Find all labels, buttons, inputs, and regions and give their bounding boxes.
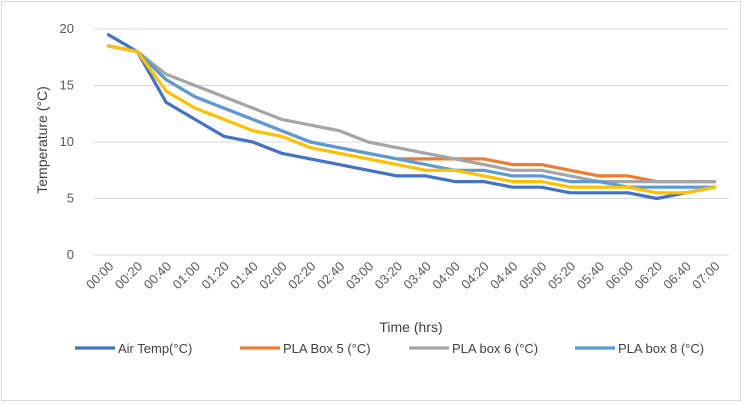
y-tick-label: 20 [60, 21, 74, 36]
y-tick-label: 15 [60, 78, 74, 93]
y-axis-ticks: 0 5 10 15 20 [60, 21, 74, 262]
x-axis-title: Time (hrs) [379, 319, 442, 335]
y-tick-label: 10 [60, 134, 74, 149]
x-tick-label: 00:40 [141, 259, 175, 293]
x-axis-ticks: 00:0000:2000:4001:0001:2001:4002:0002:20… [83, 259, 723, 293]
series-line [108, 46, 714, 193]
y-tick-label: 0 [67, 247, 74, 262]
x-tick-label: 06:40 [660, 259, 694, 293]
series-lines [108, 35, 714, 199]
x-tick-label: 06:20 [631, 259, 665, 293]
legend-label: PLA box 6 (°C) [452, 341, 538, 356]
x-tick-label: 02:40 [314, 259, 348, 293]
legend-label: Air Temp(°C) [118, 341, 192, 356]
x-tick-label: 05:00 [516, 259, 550, 293]
x-tick-label: 05:40 [574, 259, 608, 293]
x-tick-label: 04:40 [487, 259, 521, 293]
x-tick-label: 00:20 [112, 259, 146, 293]
x-tick-label: 01:00 [170, 259, 204, 293]
x-tick-label: 05:20 [545, 259, 579, 293]
x-tick-label: 02:20 [285, 259, 319, 293]
x-tick-label: 01:40 [227, 259, 261, 293]
x-tick-label: 04:20 [458, 259, 492, 293]
x-tick-label: 03:00 [343, 259, 377, 293]
x-tick-label: 03:40 [400, 259, 434, 293]
legend: Air Temp(°C) PLA Box 5 (°C) PLA box 6 (°C)… [75, 341, 704, 356]
x-tick-label: 03:20 [372, 259, 406, 293]
y-axis-title: Temperature (°C) [34, 86, 50, 194]
gridlines [94, 29, 729, 199]
x-tick-label: 04:00 [429, 259, 463, 293]
y-tick-label: 5 [67, 191, 74, 206]
x-tick-label: 02:00 [256, 259, 290, 293]
x-tick-label: 06:00 [602, 259, 636, 293]
x-tick-label: 07:00 [689, 259, 723, 293]
x-tick-label: 00:00 [83, 259, 117, 293]
legend-label: PLA Box 5 (°C) [283, 341, 371, 356]
x-tick-label: 01:20 [198, 259, 232, 293]
legend-label: PLA box 8 (°C) [618, 341, 704, 356]
series-line [108, 35, 714, 199]
